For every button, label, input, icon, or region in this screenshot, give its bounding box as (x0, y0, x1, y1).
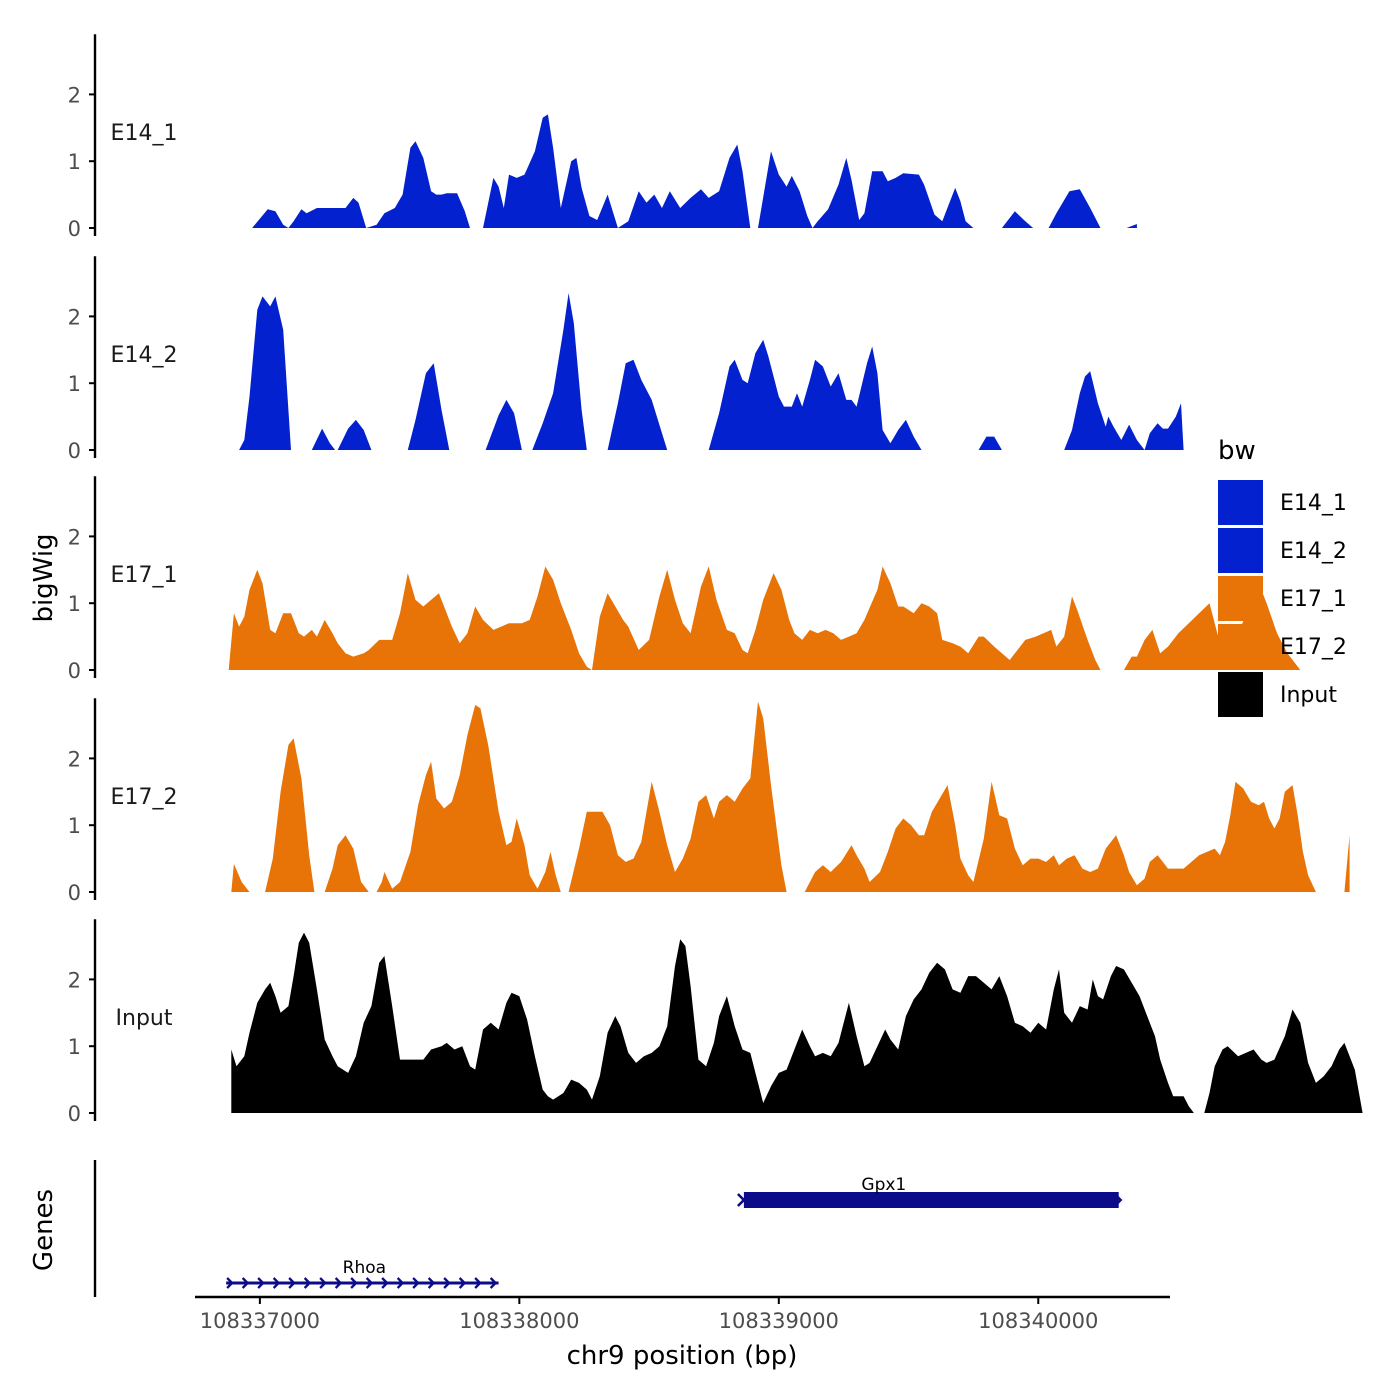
y-tick-label: 2 (68, 305, 81, 329)
strand-arrow (736, 1193, 746, 1207)
y-axis-title: bigWig (29, 533, 59, 622)
gene-label: Gpx1 (861, 1175, 906, 1195)
y-tick-label: 1 (68, 814, 81, 838)
strand-arrow (474, 1277, 482, 1289)
track-E14_2: 0 1 2 E14_2 (68, 256, 1184, 463)
y-tick-label: 1 (68, 372, 81, 396)
legend-swatch-Input (1218, 672, 1263, 717)
track-Input: 0 1 2 Input (68, 919, 1363, 1126)
track-panels: 0 1 2 E14_1 0 1 2 E14_2 0 1 2 E17_1 0 1 2 E17_2 0 1 2 Input (68, 34, 1363, 1126)
y-tick-label: 0 (68, 1102, 81, 1126)
gene-Rhoa: Rhoa (226, 1258, 499, 1289)
y-tick-label: 1 (68, 1035, 81, 1059)
strand-arrow (257, 1277, 265, 1289)
track-label: Input (116, 1006, 173, 1031)
legend-label: E14_2 (1280, 539, 1347, 564)
legend-label: E17_1 (1280, 587, 1347, 612)
y-tick-label: 0 (68, 659, 81, 683)
strand-arrow (319, 1277, 327, 1289)
strand-arrow (381, 1277, 389, 1289)
legend-swatch-E17_1 (1218, 576, 1263, 621)
y-tick-label: 2 (68, 747, 81, 771)
strand-arrow (443, 1277, 451, 1289)
legend-swatch-E14_2 (1218, 528, 1263, 573)
track-E17_1: 0 1 2 E17_1 (68, 476, 1301, 683)
legend-title: bw (1218, 436, 1256, 466)
strand-arrow (303, 1277, 312, 1289)
strand-arrow (365, 1277, 374, 1289)
strand-arrow (350, 1277, 358, 1289)
area-E14_2 (239, 293, 1184, 450)
strand-arrow (272, 1277, 281, 1289)
genes-axis-title: Genes (29, 1189, 59, 1271)
legend: bw E14_1 E14_2 E17_1 E17_2 Input (1218, 436, 1347, 717)
strand-arrow (489, 1277, 498, 1289)
genes-panel: Rhoa Gpx1 (93, 1160, 1123, 1297)
legend-label: E17_2 (1280, 635, 1347, 660)
track-label: E14_2 (111, 343, 178, 368)
gene-Gpx1: Gpx1 (736, 1175, 1123, 1208)
strand-arrow (458, 1277, 467, 1289)
track-label: E17_1 (111, 563, 178, 588)
y-tick-label: 1 (68, 150, 81, 174)
legend-swatch-E14_1 (1218, 480, 1263, 525)
y-tick-label: 0 (68, 439, 81, 463)
legend-swatch-E17_2 (1218, 624, 1263, 669)
strand-arrow (226, 1277, 234, 1289)
y-tick-label: 0 (68, 881, 81, 905)
strand-arrow (396, 1277, 405, 1289)
track-label: E17_2 (111, 785, 178, 810)
y-tick-label: 0 (68, 217, 81, 241)
x-tick-label: 108337000 (200, 1309, 320, 1333)
strand-arrow (412, 1277, 420, 1289)
y-tick-label: 2 (68, 968, 81, 992)
strand-arrow (334, 1277, 343, 1289)
x-axis: 108337000 108338000 108339000 108340000 (195, 1295, 1170, 1333)
x-tick-label: 108338000 (459, 1309, 579, 1333)
area-E17_1 (228, 566, 1301, 670)
track-E14_1: 0 1 2 E14_1 (68, 34, 1137, 241)
track-E17_2: 0 1 2 E17_2 (68, 698, 1350, 905)
y-tick-label: 2 (68, 83, 81, 107)
strand-arrow (288, 1277, 296, 1289)
area-E17_2 (231, 701, 1350, 892)
y-tick-label: 2 (68, 525, 81, 549)
x-tick-label: 108339000 (719, 1309, 839, 1333)
strand-arrow (241, 1277, 250, 1289)
track-label: E14_1 (111, 121, 178, 146)
y-tick-label: 1 (68, 592, 81, 616)
legend-label: Input (1280, 683, 1337, 708)
gene-body (743, 1192, 1119, 1208)
area-Input (231, 932, 1363, 1113)
strand-arrow (1113, 1193, 1123, 1207)
strand-arrow (427, 1277, 436, 1289)
x-tick-label: 108340000 (978, 1309, 1098, 1333)
x-axis-title: chr9 position (bp) (567, 1341, 798, 1371)
area-E14_1 (252, 114, 1137, 228)
gene-label: Rhoa (343, 1258, 386, 1278)
legend-label: E14_1 (1280, 491, 1347, 516)
